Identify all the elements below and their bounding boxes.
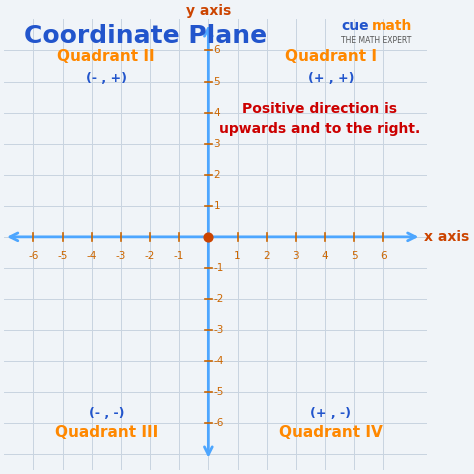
Text: (+ , +): (+ , +) [308,72,354,85]
Text: Quadrant III: Quadrant III [55,425,158,440]
Text: -6: -6 [28,251,38,261]
Text: 3: 3 [214,139,220,149]
Text: -1: -1 [174,251,184,261]
Text: 4: 4 [322,251,328,261]
Text: -4: -4 [86,251,97,261]
Text: 5: 5 [214,76,220,87]
Text: 6: 6 [214,46,220,55]
Text: 6: 6 [380,251,387,261]
Text: -5: -5 [214,387,224,397]
Text: -1: -1 [214,263,224,273]
Text: -3: -3 [214,325,224,335]
Text: 5: 5 [351,251,357,261]
Text: 2: 2 [264,251,270,261]
Text: Positive direction is
upwards and to the right.: Positive direction is upwards and to the… [219,101,420,136]
Text: (- , +): (- , +) [86,72,127,85]
Text: THE MATH EXPERT: THE MATH EXPERT [341,36,411,45]
Text: Quadrant IV: Quadrant IV [279,425,383,440]
Text: x axis: x axis [424,230,469,244]
Point [205,233,212,241]
Text: -6: -6 [214,418,224,428]
Text: 3: 3 [292,251,299,261]
Text: -5: -5 [57,251,68,261]
Text: math: math [372,19,412,33]
Text: -4: -4 [214,356,224,366]
Text: cue: cue [341,19,369,33]
Text: -3: -3 [116,251,126,261]
Text: (- , -): (- , -) [89,408,124,420]
Text: -2: -2 [214,294,224,304]
Text: Coordinate Plane: Coordinate Plane [24,24,267,48]
Text: Quadrant I: Quadrant I [285,49,377,64]
Text: y axis: y axis [186,4,231,18]
Text: Quadrant II: Quadrant II [57,49,155,64]
Text: 1: 1 [234,251,241,261]
Text: 1: 1 [214,201,220,211]
Text: 2: 2 [214,170,220,180]
Text: -2: -2 [145,251,155,261]
Text: (+ , -): (+ , -) [310,408,351,420]
Text: 4: 4 [214,108,220,118]
